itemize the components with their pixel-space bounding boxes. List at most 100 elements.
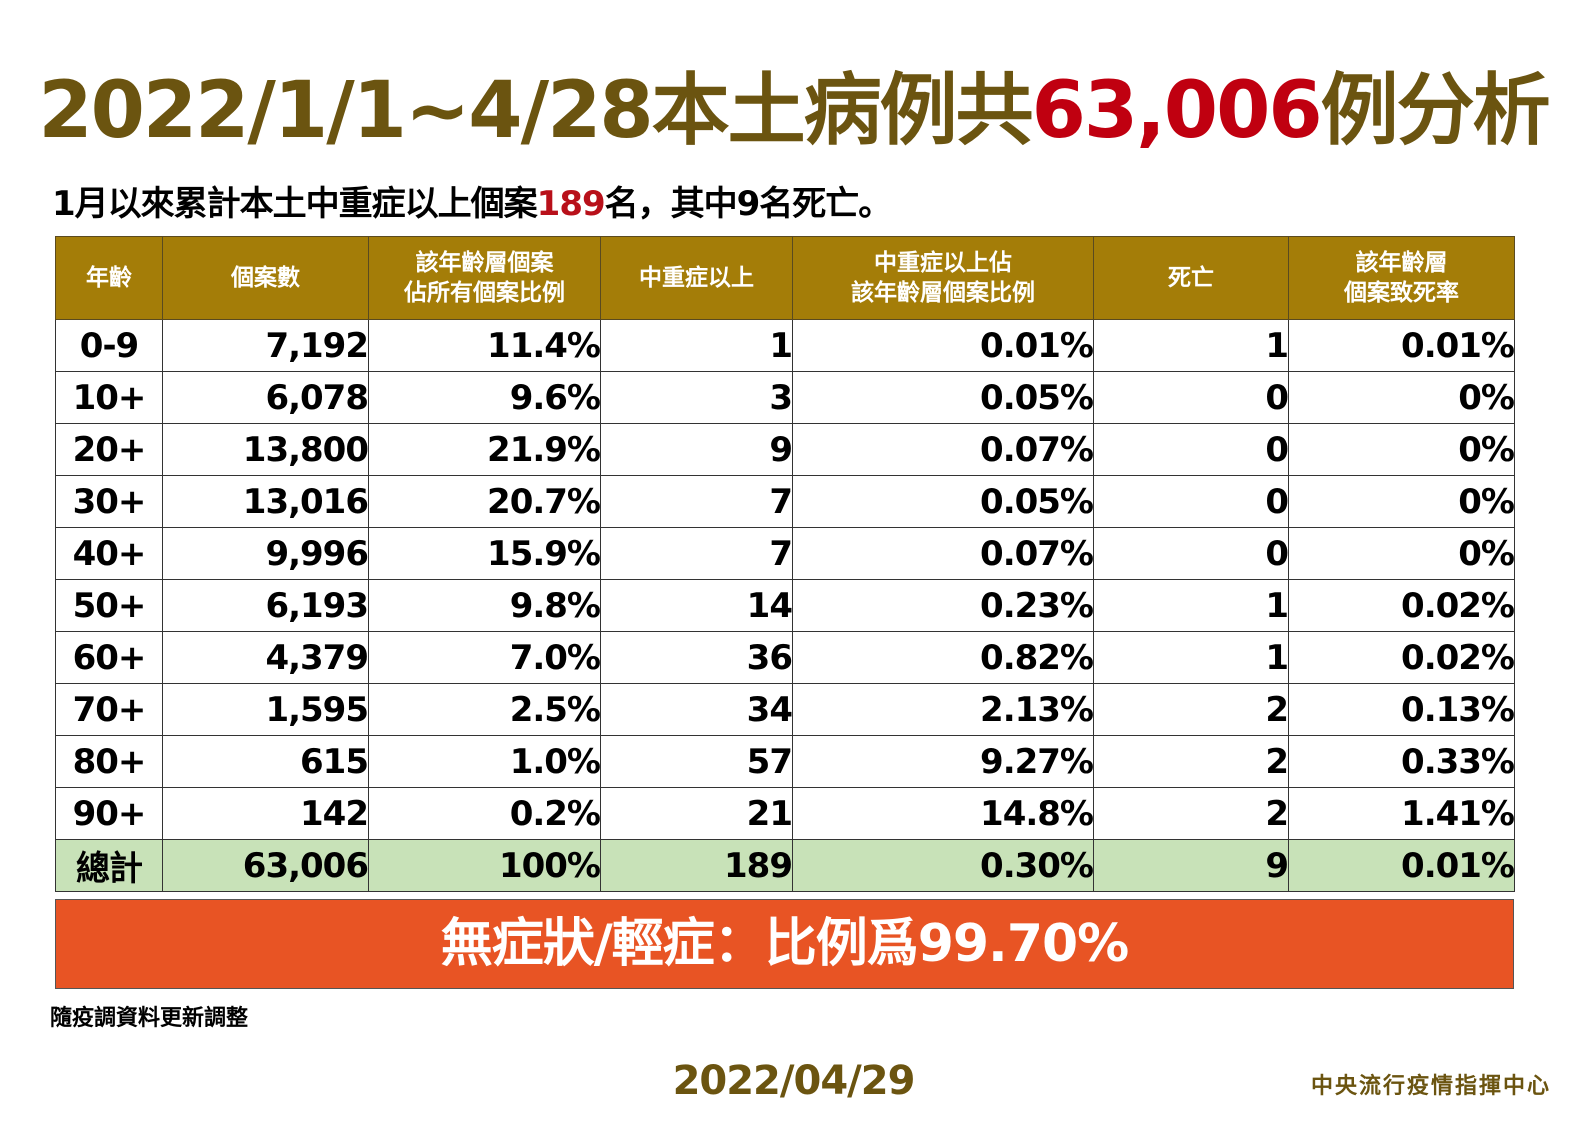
value-cell: 0.23%	[792, 579, 1094, 632]
value-cell: 1	[1093, 319, 1289, 372]
age-group-cell: 40+	[55, 527, 163, 580]
value-cell: 13,016	[162, 475, 369, 528]
age-group-cell: 50+	[55, 579, 163, 632]
value-cell: 15.9%	[368, 527, 601, 580]
page-title: 2022/1/1~4/28本土病例共63,006例分析	[0, 48, 1587, 160]
title-suffix: 例分析	[1320, 66, 1551, 156]
value-cell: 9,996	[162, 527, 369, 580]
value-cell: 0.05%	[792, 475, 1094, 528]
value-cell: 2.13%	[792, 683, 1094, 736]
value-cell: 7	[600, 475, 793, 528]
value-cell: 6,193	[162, 579, 369, 632]
value-cell: 142	[162, 787, 369, 840]
value-cell: 0.33%	[1288, 735, 1515, 788]
value-cell: 615	[162, 735, 369, 788]
value-cell: 0.2%	[368, 787, 601, 840]
age-group-cell: 20+	[55, 423, 163, 476]
subtitle-prefix: 1月以來累計本土中重症以上個案	[52, 184, 538, 224]
value-cell: 189	[600, 839, 793, 892]
value-cell: 0	[1093, 423, 1289, 476]
table-row: 40+ 9,996 15.9% 7 0.07% 0 0%	[55, 527, 1515, 580]
table-row: 10+ 6,078 9.6% 3 0.05% 0 0%	[55, 371, 1515, 424]
value-cell: 0.07%	[792, 423, 1094, 476]
table-row: 80+ 615 1.0% 57 9.27% 2 0.33%	[55, 735, 1515, 788]
value-cell: 1	[1093, 579, 1289, 632]
value-cell: 20.7%	[368, 475, 601, 528]
value-cell: 0.01%	[1288, 839, 1515, 892]
title-prefix: 2022/1/1~4/28本土病例共	[38, 66, 1033, 156]
value-cell: 2.5%	[368, 683, 601, 736]
value-cell: 1.0%	[368, 735, 601, 788]
value-cell: 14.8%	[792, 787, 1094, 840]
organization-name: 中央流行疫情指揮中心	[1310, 1074, 1551, 1099]
value-cell: 2	[1093, 735, 1289, 788]
value-cell: 0.02%	[1288, 579, 1515, 632]
value-cell: 0.30%	[792, 839, 1094, 892]
value-cell: 7.0%	[368, 631, 601, 684]
table-row: 60+ 4,379 7.0% 36 0.82% 1 0.02%	[55, 631, 1515, 684]
table-row: 50+ 6,193 9.8% 14 0.23% 1 0.02%	[55, 579, 1515, 632]
age-group-cell: 10+	[55, 371, 163, 424]
table-row: 20+ 13,800 21.9% 9 0.07% 0 0%	[55, 423, 1515, 476]
value-cell: 4,379	[162, 631, 369, 684]
value-cell: 0.01%	[792, 319, 1094, 372]
value-cell: 9.6%	[368, 371, 601, 424]
subtitle-suffix: 名，其中9名死亡。	[604, 184, 893, 224]
column-header: 個案數	[162, 236, 369, 320]
value-cell: 7	[600, 527, 793, 580]
value-cell: 6,078	[162, 371, 369, 424]
value-cell: 0.02%	[1288, 631, 1515, 684]
value-cell: 0%	[1288, 371, 1515, 424]
value-cell: 0.82%	[792, 631, 1094, 684]
age-analysis-table: 年齡 個案數 該年齡層個案 佔所有個案比例 中重症以上 中重症以上佔 該年齡層個案比例 死亡該…	[55, 236, 1515, 892]
value-cell: 9	[600, 423, 793, 476]
age-group-cell: 80+	[55, 735, 163, 788]
age-group-cell: 60+	[55, 631, 163, 684]
value-cell: 1	[1093, 631, 1289, 684]
value-cell: 0.05%	[792, 371, 1094, 424]
column-header: 中重症以上	[600, 236, 793, 320]
value-cell: 7,192	[162, 319, 369, 372]
value-cell: 0	[1093, 527, 1289, 580]
column-header: 該年齡層 個案致死率	[1288, 236, 1515, 320]
value-cell: 9.8%	[368, 579, 601, 632]
mild-ratio-banner: 無症狀/輕症：比例爲99.70%	[55, 899, 1514, 989]
age-group-cell: 0-9	[55, 319, 163, 372]
footnote: 隨疫調資料更新調整	[50, 1006, 249, 1031]
value-cell: 13,800	[162, 423, 369, 476]
total-row: 總計 63,006 100% 189 0.30% 9 0.01%	[55, 839, 1515, 892]
column-header: 死亡	[1093, 236, 1289, 320]
value-cell: 1,595	[162, 683, 369, 736]
value-cell: 0%	[1288, 527, 1515, 580]
value-cell: 36	[600, 631, 793, 684]
value-cell: 14	[600, 579, 793, 632]
column-header: 中重症以上佔 該年齡層個案比例	[792, 236, 1094, 320]
value-cell: 0.01%	[1288, 319, 1515, 372]
value-cell: 34	[600, 683, 793, 736]
value-cell: 57	[600, 735, 793, 788]
column-header: 該年齡層個案 佔所有個案比例	[368, 236, 601, 320]
severe-count-highlight: 189	[536, 184, 606, 224]
age-group-cell: 90+	[55, 787, 163, 840]
value-cell: 0.07%	[792, 527, 1094, 580]
value-cell: 3	[600, 371, 793, 424]
value-cell: 63,006	[162, 839, 369, 892]
value-cell: 2	[1093, 683, 1289, 736]
value-cell: 0	[1093, 371, 1289, 424]
column-header: 年齡	[55, 236, 163, 320]
value-cell: 9.27%	[792, 735, 1094, 788]
value-cell: 2	[1093, 787, 1289, 840]
value-cell: 9	[1093, 839, 1289, 892]
value-cell: 100%	[368, 839, 601, 892]
age-group-cell: 30+	[55, 475, 163, 528]
value-cell: 0	[1093, 475, 1289, 528]
value-cell: 0.13%	[1288, 683, 1515, 736]
table-row: 90+ 142 0.2% 21 14.8% 2 1.41%	[55, 787, 1515, 840]
age-group-cell: 70+	[55, 683, 163, 736]
subtitle: 1月以來累計本土中重症以上個案189名，其中9名死亡。	[52, 176, 893, 225]
table-row: 0-9 7,192 11.4% 1 0.01% 1 0.01%	[55, 319, 1515, 372]
value-cell: 21	[600, 787, 793, 840]
total-cases-highlight: 63,006	[1031, 66, 1323, 156]
value-cell: 11.4%	[368, 319, 601, 372]
value-cell: 0%	[1288, 475, 1515, 528]
